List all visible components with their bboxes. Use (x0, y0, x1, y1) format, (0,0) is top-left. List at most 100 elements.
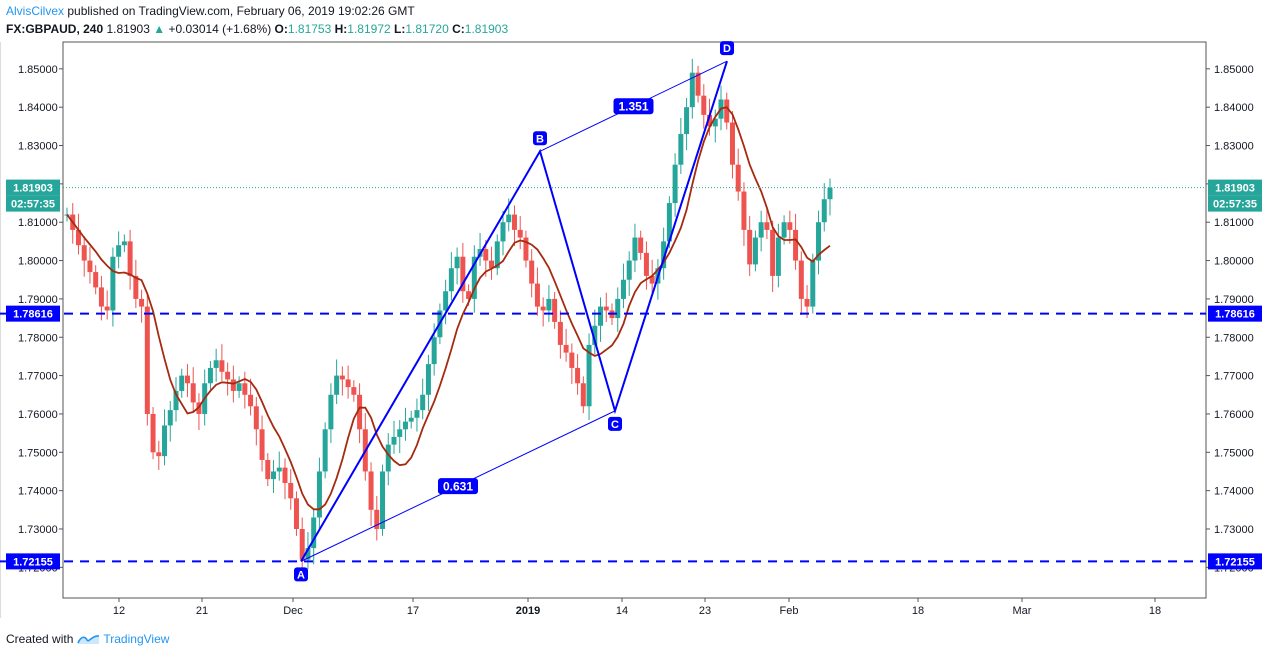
candle-body (672, 164, 678, 204)
candle-body (810, 260, 816, 307)
tradingview-logo-icon (77, 635, 100, 644)
candle-body (529, 260, 535, 284)
countdown-tag: 02:57:35 (11, 199, 55, 211)
candle-body (173, 390, 179, 411)
right-axis-tick: 1.77000 (1214, 371, 1254, 383)
candle-body (322, 429, 328, 472)
pattern-legs (300, 60, 728, 562)
right-axis-tick: 1.85000 (1214, 64, 1254, 76)
candle-body (293, 498, 299, 529)
left-axis-tick: 1.78000 (18, 332, 58, 344)
candle-body (259, 429, 265, 460)
candle-body (689, 72, 695, 108)
candle-body (425, 364, 431, 395)
candle-body (391, 436, 397, 445)
candle-body (116, 245, 122, 257)
candle-body (552, 298, 558, 322)
left-axis-tick: 1.83000 (18, 141, 58, 153)
candle-body (816, 222, 822, 261)
tradingview-brand-link[interactable]: TradingView (103, 632, 170, 646)
candle-body (534, 283, 540, 307)
candle-body (707, 114, 713, 127)
candle-body (712, 118, 718, 127)
candle-body (752, 237, 758, 265)
candle-body (563, 344, 569, 353)
candle-body (500, 222, 506, 242)
candle-body (586, 344, 592, 407)
candle-body (282, 467, 288, 483)
level-price-tag: 1.78616 (1215, 309, 1255, 321)
candle-body (339, 375, 345, 380)
candle-body (162, 425, 168, 457)
current-price-tag-bg (1208, 179, 1262, 196)
time-axis-tick: Mar (1013, 605, 1032, 617)
candle-body (466, 291, 472, 299)
symbol-info: FX:GBPAUD, 240 1.81903 ▲ +0.03014 (+1.68… (6, 22, 508, 36)
last-price: 1.81903 (106, 22, 150, 36)
candle-body (431, 337, 437, 365)
candle-body (827, 187, 833, 200)
candle-body (385, 444, 391, 472)
price-change: +0.03014 (+1.68%) (168, 22, 272, 36)
time-axis-tick: 17 (407, 605, 419, 617)
candle-body (735, 164, 741, 192)
candle-body (603, 306, 609, 311)
candle-body (179, 375, 185, 391)
point-label-a: A (297, 569, 305, 581)
candle-body (649, 275, 655, 284)
time-axis-tick: 21 (196, 605, 208, 617)
candle-body (276, 467, 282, 472)
time-axis-tick: 23 (699, 605, 711, 617)
level-price-tag-bg (1208, 305, 1262, 322)
candle-body (506, 214, 512, 223)
candle-body (253, 406, 259, 430)
candle-body (402, 421, 408, 430)
time-axis-tick: 12 (113, 605, 125, 617)
candle-body (397, 429, 403, 437)
candle-body (150, 413, 156, 453)
point-label-bg (294, 567, 308, 582)
footer: Created with TradingView (6, 632, 169, 646)
point-label-b: B (536, 133, 544, 145)
candle-body (729, 122, 735, 165)
close-label: C: (452, 22, 465, 36)
time-axis-tick: 18 (1149, 605, 1161, 617)
candle-body (580, 383, 586, 407)
candle-body (93, 272, 99, 288)
right-axis-tick: 1.75000 (1214, 447, 1254, 459)
candle-body (414, 410, 420, 418)
point-label-bg (533, 131, 547, 146)
candle-body (420, 394, 426, 411)
candle-body (540, 306, 546, 311)
candle-body (741, 191, 747, 230)
candle-body (787, 222, 793, 230)
right-axis-tick: 1.78000 (1214, 332, 1254, 344)
candle-body (368, 471, 374, 510)
ratio-label: 1.351 (618, 100, 648, 114)
candle-body (758, 222, 764, 238)
time-axis-labels: 12 21 Dec 17 2019 14 23 Feb 18 Mar 18 (113, 598, 1161, 617)
left-axis-tick: 1.85000 (18, 64, 58, 76)
current-price-tag: 1.81903 (13, 183, 53, 195)
left-axis-tick: 1.74000 (18, 486, 58, 498)
symbol-name: FX:GBPAUD, 240 (6, 22, 104, 36)
low-label: L: (394, 22, 406, 36)
author-link[interactable]: AlvisCilvex (6, 4, 65, 18)
candle-body (775, 237, 781, 276)
point-label-bg (720, 41, 734, 56)
candle-body (305, 548, 311, 560)
time-axis-tick: Feb (780, 605, 799, 617)
candle-body (374, 509, 380, 529)
candle-body (517, 229, 523, 238)
candle-body (471, 256, 477, 299)
ratio-label: 0.631 (443, 480, 473, 494)
candle-body (638, 237, 644, 253)
low-value: 1.81720 (405, 22, 449, 36)
candle-body (225, 371, 231, 380)
candle-body (380, 471, 386, 529)
candle-body (345, 379, 351, 388)
left-axis-tick: 1.80000 (18, 256, 58, 268)
candle-body (523, 237, 529, 261)
right-axis-tick: 1.74000 (1214, 486, 1254, 498)
